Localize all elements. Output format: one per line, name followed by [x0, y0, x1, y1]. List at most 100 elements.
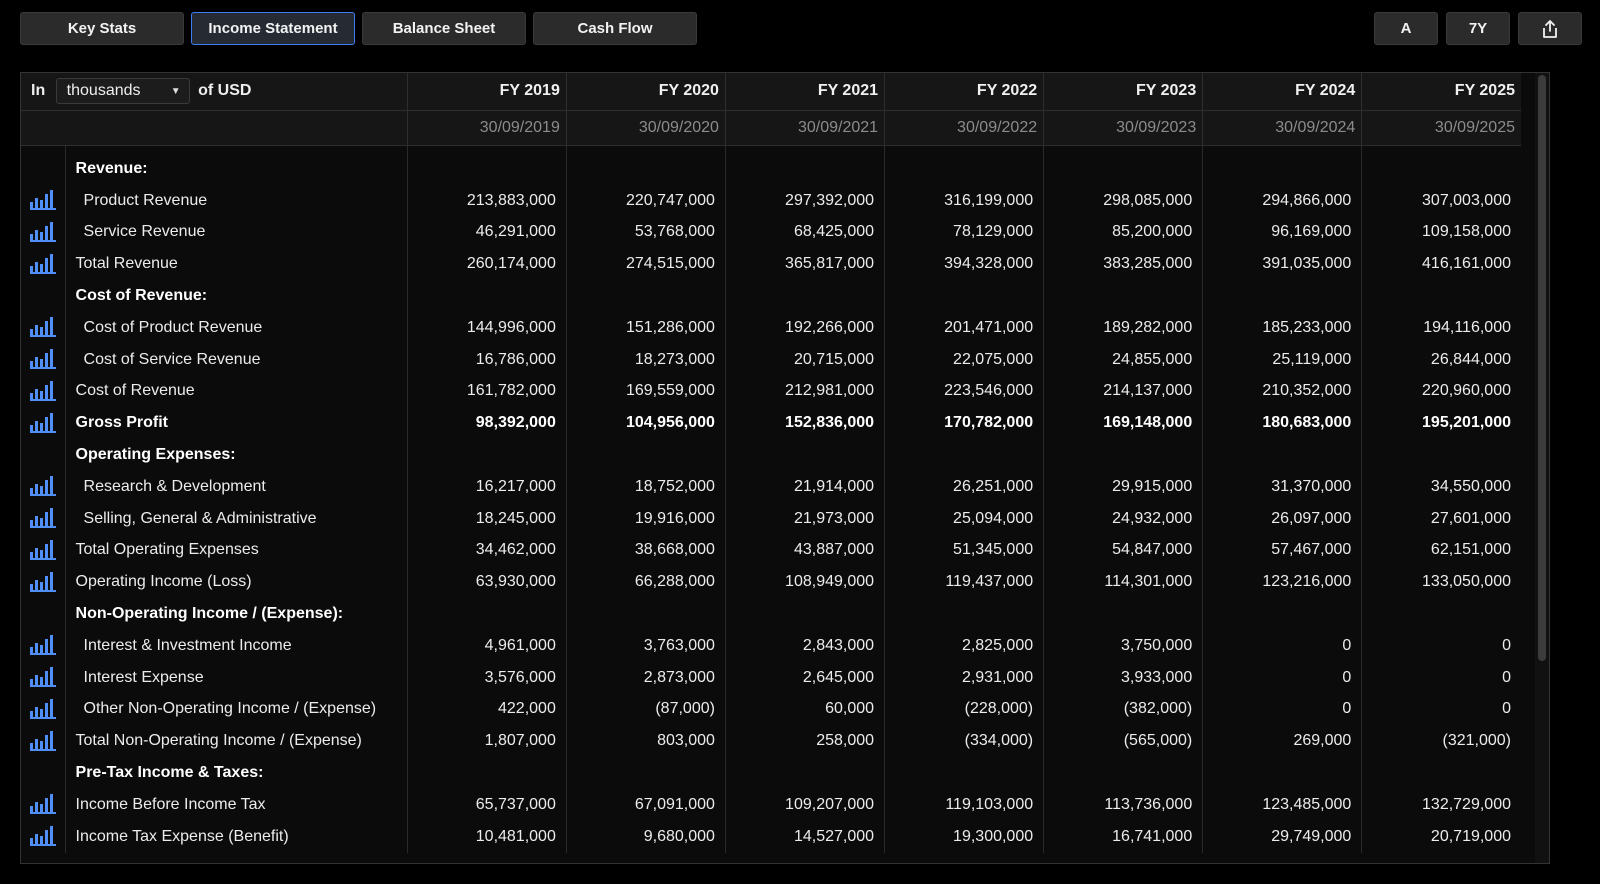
bar-chart-icon[interactable]	[29, 252, 56, 274]
cell-value	[1202, 757, 1362, 789]
cell-value: 189,282,000	[1043, 311, 1203, 344]
cell-value: 43,887,000	[724, 534, 885, 567]
cell-value	[1202, 280, 1362, 312]
tab-balance-sheet[interactable]: Balance Sheet	[362, 12, 526, 45]
table-row: Cost of Revenue 161,782,000 169,559,000 212…	[21, 375, 1521, 408]
in-label: In	[31, 82, 46, 100]
cell-value	[884, 153, 1044, 185]
cell-value: 1,807,000	[406, 725, 567, 758]
row-label: Interest & Investment Income	[65, 629, 408, 662]
cell-value: 29,915,000	[1043, 470, 1203, 503]
cell-value: 18,752,000	[565, 470, 726, 503]
share-button[interactable]	[1518, 12, 1582, 45]
bar-chart-icon[interactable]	[29, 188, 56, 211]
row-label: Selling, General & Administrative	[65, 502, 408, 535]
bar-chart-icon[interactable]	[29, 315, 56, 338]
cell-value	[1361, 439, 1521, 471]
cell-value: 63,930,000	[406, 566, 567, 599]
cell-value: (228,000)	[884, 693, 1044, 726]
bar-chart-icon[interactable]	[29, 697, 56, 719]
bar-chart-icon[interactable]	[29, 538, 56, 560]
cell-value: 416,161,000	[1361, 248, 1521, 281]
tab-key-stats[interactable]: Key Stats	[20, 12, 184, 45]
cell-value: 803,000	[565, 725, 726, 758]
cell-value: 18,245,000	[406, 502, 567, 535]
cell-value: 422,000	[406, 693, 567, 726]
cell-value: 123,485,000	[1202, 788, 1362, 821]
row-label: Cost of Service Revenue	[65, 343, 408, 376]
bar-chart-icon[interactable]	[29, 411, 56, 433]
cell-value: 109,207,000	[724, 788, 885, 821]
bar-chart-icon[interactable]	[29, 347, 56, 370]
cell-value	[724, 280, 885, 312]
unit-select[interactable]: thousands ▼	[55, 78, 190, 105]
table-row: Product Revenue 213,883,000 220,747,000 297…	[21, 184, 1521, 217]
cell-value: 0	[1202, 629, 1362, 662]
cell-value: 114,301,000	[1043, 566, 1203, 599]
cell-value: 4,961,000	[406, 629, 567, 662]
row-label: Total Revenue	[65, 248, 408, 281]
cell-value: 62,151,000	[1361, 534, 1521, 567]
bar-chart-icon[interactable]	[29, 570, 56, 592]
bar-chart-icon[interactable]	[29, 824, 56, 847]
cell-value: 21,973,000	[724, 502, 885, 535]
bar-chart-icon[interactable]	[29, 633, 56, 656]
cell-value: 133,050,000	[1361, 566, 1521, 599]
bar-chart-icon[interactable]	[29, 665, 56, 688]
period-end-date: 30/09/2023	[1043, 110, 1203, 146]
bar-chart-icon[interactable]	[29, 220, 56, 242]
cell-value	[406, 280, 567, 312]
cell-value: (382,000)	[1043, 693, 1203, 726]
chevron-down-icon: ▼	[170, 85, 181, 97]
cell-value: 24,855,000	[1043, 343, 1203, 376]
tab-income-statement[interactable]: Income Statement	[191, 12, 355, 45]
cell-value: 0	[1202, 693, 1362, 726]
cell-value: 20,719,000	[1361, 820, 1521, 853]
header-blank	[21, 110, 408, 146]
cell-value	[1043, 280, 1203, 312]
bar-chart-icon[interactable]	[29, 729, 56, 751]
tab-cash-flow[interactable]: Cash Flow	[533, 12, 697, 45]
cell-value: 213,883,000	[406, 184, 567, 217]
scrollbar[interactable]	[1535, 73, 1549, 863]
bar-chart-icon[interactable]	[29, 474, 56, 497]
annual-toggle-button[interactable]: A	[1374, 12, 1438, 45]
income-statement-table: In thousands ▼ of USD FY 2019 FY 2020 FY…	[21, 73, 1521, 853]
row-label: Product Revenue	[65, 184, 408, 217]
cell-value	[1043, 153, 1203, 185]
bar-chart-icon[interactable]	[29, 792, 56, 815]
cell-value: 108,949,000	[724, 566, 885, 599]
cell-value	[1202, 598, 1362, 630]
cell-value: 19,916,000	[565, 502, 726, 535]
row-label: Income Tax Expense (Benefit)	[65, 820, 408, 853]
cell-value: 38,668,000	[565, 534, 726, 567]
row-label: Interest Expense	[65, 661, 408, 694]
cell-value: 2,873,000	[565, 661, 726, 694]
cell-value: 383,285,000	[1043, 248, 1203, 281]
cell-value: 274,515,000	[565, 248, 726, 281]
cell-value: 223,546,000	[884, 375, 1044, 408]
cell-value: 14,527,000	[724, 820, 885, 853]
cell-value	[724, 153, 885, 185]
cell-value: 98,392,000	[406, 407, 567, 440]
table-row: Gross Profit 98,392,000 104,956,000 152,836…	[21, 407, 1521, 440]
scrollbar-thumb[interactable]	[1538, 75, 1546, 661]
cell-value: 0	[1361, 629, 1521, 662]
row-label: Total Non-Operating Income / (Expense)	[65, 725, 408, 758]
table-row: Cost of Revenue:	[21, 280, 1521, 312]
cell-value	[565, 280, 726, 312]
cell-value: 365,817,000	[724, 248, 885, 281]
range-button[interactable]: 7Y	[1446, 12, 1510, 45]
cell-value: 104,956,000	[565, 407, 726, 440]
cell-value: (321,000)	[1361, 725, 1521, 758]
cell-value: 297,392,000	[724, 184, 885, 217]
currency-label: of USD	[198, 82, 252, 100]
table-row: Cost of Product Revenue 144,996,000 151,28…	[21, 311, 1521, 344]
cell-value	[1361, 280, 1521, 312]
bar-chart-icon[interactable]	[29, 379, 56, 401]
cell-value: 65,737,000	[406, 788, 567, 821]
bar-chart-icon[interactable]	[29, 506, 56, 529]
cell-value: 25,119,000	[1202, 343, 1362, 376]
cell-value: 0	[1202, 661, 1362, 694]
cell-value: 21,914,000	[724, 470, 885, 503]
